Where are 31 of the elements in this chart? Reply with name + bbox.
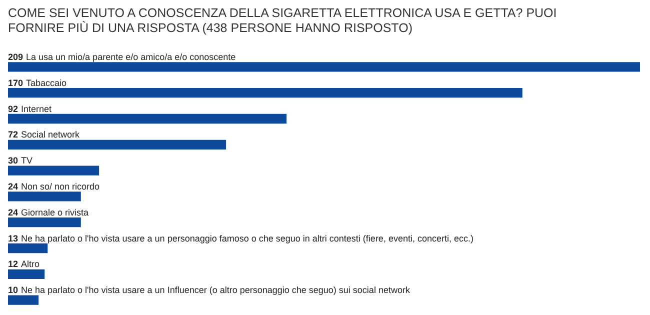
y-tick-label: Social network xyxy=(21,130,80,140)
y-tick-label: Internet xyxy=(21,104,52,114)
bar xyxy=(8,166,100,176)
bar xyxy=(8,269,45,279)
bar xyxy=(8,140,226,150)
y-tick-label: Giornale o rivista xyxy=(21,207,89,218)
data-label: 13 xyxy=(8,233,18,244)
data-label: 72 xyxy=(8,130,18,140)
data-label: 10 xyxy=(8,285,18,296)
bar xyxy=(8,218,81,228)
chart-title: COME SEI VENUTO A CONOSCENZA DELLA SIGARETTA ELETTRONICA USA E GETTA? PUOI FORNIRE PIÙ DI UNA RISPOSTA (438 PERSONE HANNO RISPOSTO) xyxy=(8,6,558,36)
bar xyxy=(8,295,39,305)
y-tick-label: Altro xyxy=(21,259,40,270)
bar xyxy=(8,114,287,124)
data-label: 209 xyxy=(8,52,24,62)
data-label: 170 xyxy=(8,78,24,88)
y-tick-label: Ne ha parlato o l'ho vista usare a un Influencer (o altro personaggio che seguo) sui social network xyxy=(21,285,410,296)
y-tick-label: La usa un mio/a parente e/o amico/a e/o conoscente xyxy=(26,52,236,62)
y-tick-label: Ne ha parlato o l'ho vista usare a un personaggio famoso o che seguo in altri contesti (fiere, eventi, concerti, ecc.) xyxy=(21,233,474,244)
y-tick-label: Tabaccaio xyxy=(26,78,67,88)
data-label: 24 xyxy=(8,181,18,192)
bar xyxy=(8,88,522,98)
data-label: 12 xyxy=(8,259,18,270)
y-tick-label: TV xyxy=(21,156,33,166)
bar xyxy=(8,62,640,72)
data-label: 92 xyxy=(8,104,18,114)
data-label: 30 xyxy=(8,156,18,166)
bar xyxy=(8,243,48,254)
y-tick-label: Non so/ non ricordo xyxy=(21,181,100,192)
data-label: 24 xyxy=(8,207,18,218)
bar xyxy=(8,192,81,202)
